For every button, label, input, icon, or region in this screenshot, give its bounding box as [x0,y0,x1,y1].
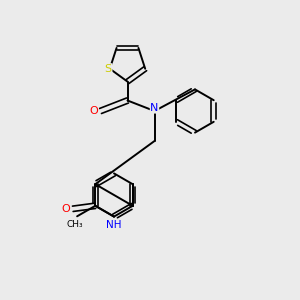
Text: CH₃: CH₃ [66,220,83,229]
Text: S: S [105,64,112,74]
Text: NH: NH [106,220,122,230]
Text: O: O [89,106,98,116]
Text: O: O [62,204,70,214]
Text: N: N [150,103,159,113]
